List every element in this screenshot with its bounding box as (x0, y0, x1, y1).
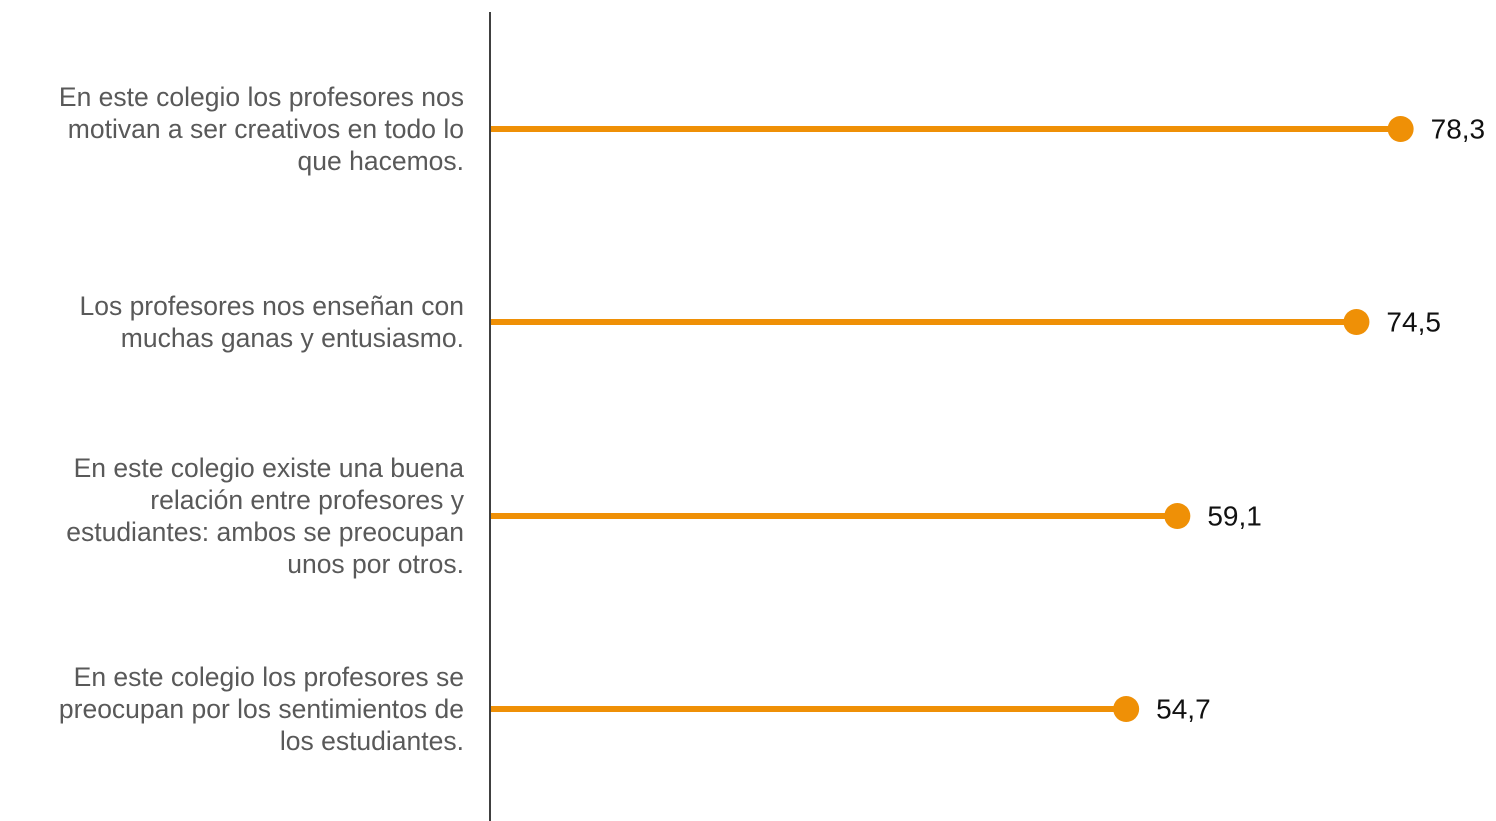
value-labels: 78,3 74,5 59,1 54,7 (1156, 114, 1485, 725)
lollipop-dot (1387, 116, 1414, 142)
category-label: En este colegio los profesores sepreocup… (59, 662, 464, 756)
category-label-line: En este colegio los profesores nos (59, 82, 464, 112)
lollipop-stems (490, 126, 1401, 712)
value-label: 74,5 (1386, 307, 1441, 338)
category-label-line: En este colegio existe una buena (74, 453, 465, 483)
category-label: En este colegio los profesores nosmotiva… (59, 82, 464, 176)
category-label-line: los estudiantes. (280, 726, 464, 756)
category-label-line: En este colegio los profesores se (74, 662, 464, 692)
value-label: 59,1 (1207, 501, 1262, 532)
category-label-line: estudiantes: ambos se preocupan (66, 517, 464, 547)
value-label: 54,7 (1156, 694, 1211, 725)
lollipop-dot (1113, 696, 1140, 722)
category-label-line: preocupan por los sentimientos de (59, 694, 464, 724)
lollipop-dot (1164, 503, 1191, 529)
lollipop-dots (1113, 116, 1414, 722)
category-label-line: motivan a ser creativos en todo lo (68, 114, 464, 144)
category-label-line: relación entre profesores y (150, 485, 464, 515)
category-label-line: muchas ganas y entusiasmo. (121, 323, 464, 353)
category-labels: En este colegio los profesores nosmotiva… (59, 82, 465, 756)
lollipop-dot (1343, 309, 1370, 335)
value-label: 78,3 (1431, 114, 1486, 145)
category-label-line: Los profesores nos enseñan con (79, 291, 464, 321)
category-label-line: que hacemos. (298, 146, 464, 176)
category-label-line: unos por otros. (287, 549, 464, 579)
category-label: En este colegio existe una buenarelación… (66, 453, 465, 579)
